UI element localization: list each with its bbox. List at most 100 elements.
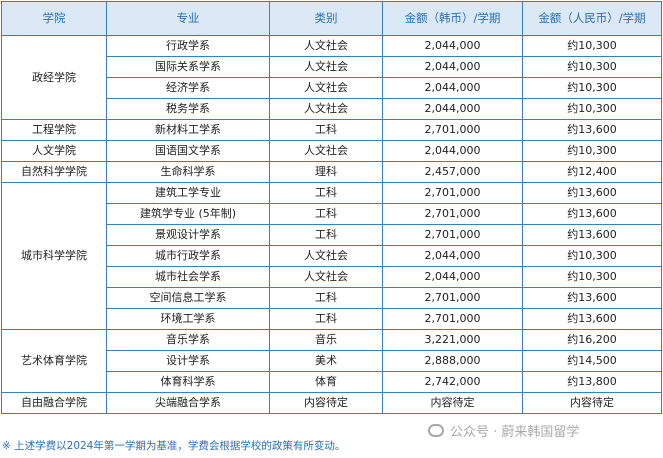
amount-krw-cell: 2,701,000: [382, 287, 523, 309]
major-cell: 建筑工学专业: [106, 182, 270, 204]
header-amount-rmb: 金额（人民币）/学期: [522, 1, 662, 36]
category-cell: 人文社会: [269, 35, 383, 57]
college-cell: 政经学院: [1, 35, 107, 120]
major-cell: 经济学系: [106, 77, 270, 99]
table-row: 环境工学系 工科 2,701,000 约13,600: [2, 308, 662, 330]
major-cell: 音乐学系: [106, 329, 270, 351]
amount-krw-cell: 3,221,000: [382, 329, 523, 351]
amount-krw-cell: 2,044,000: [382, 266, 523, 288]
category-cell: 音乐: [269, 329, 383, 351]
amount-rmb-cell: 约10,300: [522, 98, 662, 120]
table-row: 城市科学学院 建筑工学专业 工科 2,701,000 约13,600: [1, 182, 662, 330]
header-amount-krw: 金额（韩币）/学期: [382, 1, 523, 36]
amount-rmb-cell: 约10,300: [522, 140, 662, 162]
category-cell: 工科: [269, 287, 383, 309]
category-cell: 人文社会: [269, 140, 383, 162]
amount-krw-cell: 2,044,000: [382, 98, 523, 120]
major-cell: 景观设计学系: [106, 224, 270, 246]
major-cell: 城市社会学系: [106, 266, 270, 288]
table-row: 设计学系 美术 2,888,000 约14,500: [2, 350, 662, 372]
table-row: 人文学院 国语国文学系 人文社会 2,044,000 约10,300: [1, 140, 662, 162]
major-cell: 尖端融合学系: [106, 392, 270, 414]
amount-krw-cell: 2,044,000: [382, 35, 523, 57]
amount-rmb-cell: 约10,300: [522, 56, 662, 78]
amount-rmb-cell: 约14,500: [522, 350, 662, 372]
watermark-text: 公众号 · 蔚来韩国留学: [450, 425, 580, 440]
amount-krw-cell: 2,457,000: [382, 161, 523, 183]
table-row: 城市社会学系 人文社会 2,044,000 约10,300: [2, 266, 662, 288]
major-cell: 生命科学系: [106, 161, 270, 183]
amount-krw-cell: 2,701,000: [382, 182, 523, 204]
header-category: 类别: [269, 1, 383, 36]
category-cell: 内容待定: [269, 392, 383, 414]
major-cell: 设计学系: [106, 350, 270, 372]
amount-krw-cell: 2,044,000: [382, 77, 523, 99]
amount-krw-cell: 2,701,000: [382, 203, 523, 225]
category-cell: 体育: [269, 371, 383, 393]
college-cell: 城市科学学院: [1, 182, 107, 330]
amount-rmb-cell: 约13,600: [522, 119, 662, 141]
college-cell: 自由融合学院: [1, 392, 107, 414]
amount-rmb-cell: 内容待定: [522, 392, 662, 414]
college-cell: 自然科学学院: [1, 161, 107, 183]
amount-krw-cell: 2,044,000: [382, 140, 523, 162]
category-cell: 工科: [269, 182, 383, 204]
header-major: 专业: [106, 1, 270, 36]
tuition-table: 学院 专业 类别 金额（韩币）/学期 金额（人民币）/学期 政经学院 行政学系 人文…: [1, 1, 662, 414]
header-college: 学院: [1, 1, 107, 36]
category-cell: 人文社会: [269, 245, 383, 267]
table-body: 政经学院 行政学系 人文社会 2,044,000 约10,300 国际关系学系 人文社会 2,…: [1, 35, 662, 414]
amount-rmb-cell: 约10,300: [522, 35, 662, 57]
footnote: ※ 上述学费以2024年第一学期为基准，学费会根据学校的政策有所变动。: [2, 440, 346, 452]
major-cell: 环境工学系: [106, 308, 270, 330]
watermark: 公众号 · 蔚来韩国留学: [428, 421, 579, 440]
table-row: 建筑学专业 (5年制) 工科 2,701,000 约13,600: [2, 203, 662, 225]
major-cell: 空间信息工学系: [106, 287, 270, 309]
college-cell: 工程学院: [1, 119, 107, 141]
table-row: 城市行政学系 人文社会 2,044,000 约10,300: [2, 245, 662, 267]
table-row: 艺术体育学院 音乐学系 音乐 3,221,000 约16,200: [1, 329, 662, 393]
category-cell: 人文社会: [269, 266, 383, 288]
amount-rmb-cell: 约10,300: [522, 245, 662, 267]
amount-rmb-cell: 约13,600: [522, 287, 662, 309]
major-cell: 税务学系: [106, 98, 270, 120]
amount-rmb-cell: 约12,400: [522, 161, 662, 183]
amount-rmb-cell: 约13,600: [522, 224, 662, 246]
major-cell: 国际关系学系: [106, 56, 270, 78]
category-cell: 人文社会: [269, 98, 383, 120]
table-row: 税务学系 人文社会 2,044,000 约10,300: [2, 98, 662, 120]
major-cell: 体育科学系: [106, 371, 270, 393]
amount-rmb-cell: 约10,300: [522, 77, 662, 99]
amount-krw-cell: 2,701,000: [382, 119, 523, 141]
amount-rmb-cell: 约13,600: [522, 182, 662, 204]
college-cell: 艺术体育学院: [1, 329, 107, 393]
amount-krw-cell: 2,742,000: [382, 371, 523, 393]
college-cell: 人文学院: [1, 140, 107, 162]
table-row: 自然科学学院 生命科学系 理科 2,457,000 约12,400: [1, 161, 662, 183]
major-cell: 新材料工学系: [106, 119, 270, 141]
amount-krw-cell: 内容待定: [382, 392, 523, 414]
amount-rmb-cell: 约10,300: [522, 266, 662, 288]
amount-rmb-cell: 约13,800: [522, 371, 662, 393]
major-cell: 建筑学专业 (5年制): [106, 203, 270, 225]
category-cell: 人文社会: [269, 56, 383, 78]
category-cell: 美术: [269, 350, 383, 372]
category-cell: 工科: [269, 203, 383, 225]
wechat-icon: [428, 424, 444, 437]
amount-krw-cell: 2,701,000: [382, 224, 523, 246]
major-cell: 行政学系: [106, 35, 270, 57]
table-row: 政经学院 行政学系 人文社会 2,044,000 约10,300: [1, 35, 662, 120]
category-cell: 工科: [269, 224, 383, 246]
category-cell: 工科: [269, 308, 383, 330]
amount-rmb-cell: 约13,600: [522, 308, 662, 330]
category-cell: 工科: [269, 119, 383, 141]
amount-rmb-cell: 约16,200: [522, 329, 662, 351]
table-header-row: 学院 专业 类别 金额（韩币）/学期 金额（人民币）/学期: [1, 1, 662, 36]
major-cell: 城市行政学系: [106, 245, 270, 267]
table-row: 工程学院 新材料工学系 工科 2,701,000 约13,600: [1, 119, 662, 141]
category-cell: 人文社会: [269, 77, 383, 99]
major-cell: 国语国文学系: [106, 140, 270, 162]
amount-krw-cell: 2,044,000: [382, 245, 523, 267]
table-row: 自由融合学院 尖端融合学系 内容待定 内容待定 内容待定: [1, 392, 662, 414]
amount-rmb-cell: 约13,600: [522, 203, 662, 225]
